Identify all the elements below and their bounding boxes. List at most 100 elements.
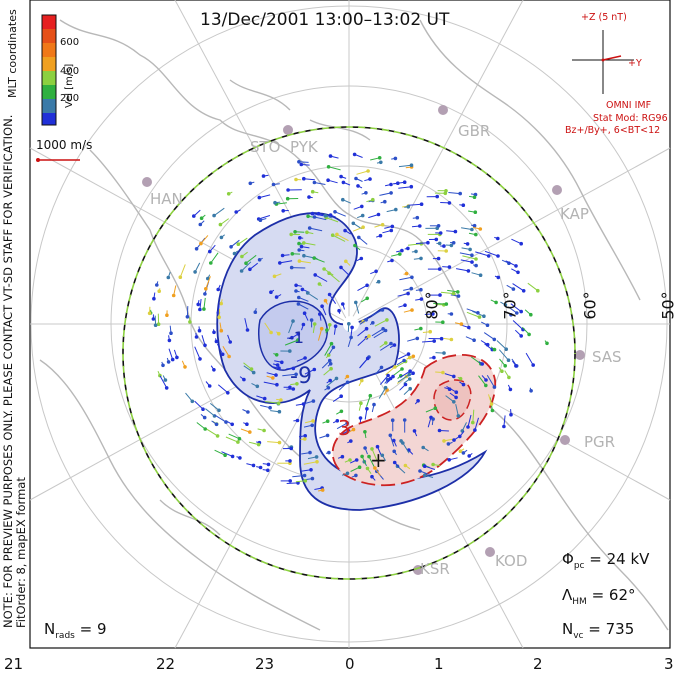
velocity-vector <box>304 400 314 404</box>
vector-origin <box>262 428 266 433</box>
velocity-vector <box>369 322 374 326</box>
vector-origin <box>170 357 175 362</box>
velocity-vector <box>181 360 186 368</box>
velocity-vector <box>330 155 339 159</box>
velocity-vector <box>273 353 277 356</box>
velocity-vector <box>318 213 325 216</box>
velocity-vector <box>161 361 164 366</box>
velocity-vector <box>444 373 454 377</box>
velocity-vector <box>484 250 499 257</box>
radar-marker-han <box>142 177 152 187</box>
contour-label-neg1: -1 <box>288 328 304 347</box>
velocity-vector <box>397 374 410 383</box>
velocity-vector <box>484 343 493 351</box>
velocity-vector <box>359 358 369 369</box>
velocity-vector <box>338 310 341 314</box>
velocity-vector <box>357 337 367 346</box>
velocity-vector <box>474 417 479 431</box>
vector-origin <box>296 338 300 342</box>
velocity-vector <box>334 211 346 217</box>
velocity-vector <box>243 365 254 374</box>
velocity-vector <box>338 381 348 391</box>
velocity-vector <box>303 461 318 465</box>
velocity-vector <box>299 249 305 252</box>
velocity-vector <box>220 299 223 304</box>
velocity-vector <box>459 381 464 386</box>
velocity-vector <box>153 292 156 299</box>
vector-origin <box>258 465 263 470</box>
velocity-vector <box>270 289 275 293</box>
velocity-vector <box>380 201 385 204</box>
velocity-vector <box>414 328 421 331</box>
velocity-vector <box>468 453 473 457</box>
velocity-vector <box>238 237 248 245</box>
velocity-vector <box>424 474 434 478</box>
velocity-vector <box>463 242 468 245</box>
vector-origin <box>288 385 292 390</box>
velocity-vector <box>483 332 495 340</box>
velocity-vector <box>267 441 280 444</box>
velocity-vector <box>375 281 379 284</box>
vector-origin <box>439 336 444 341</box>
contour-label-3: 3 <box>338 416 351 440</box>
velocity-vector <box>471 272 481 276</box>
velocity-vector <box>446 230 456 233</box>
velocity-vector <box>396 360 406 368</box>
vector-origin <box>494 300 498 305</box>
velocity-vector <box>168 335 170 341</box>
vector-origin <box>470 253 474 257</box>
velocity-vector <box>301 246 310 249</box>
velocity-vector <box>415 298 422 301</box>
colorbar-border <box>41 14 57 126</box>
velocity-vector <box>303 424 313 428</box>
velocity-vector <box>355 302 360 314</box>
colorbar-swatch <box>42 57 56 71</box>
velocity-vector <box>422 331 431 333</box>
velocity-vector <box>222 345 230 357</box>
colorbar-swatch <box>42 99 56 113</box>
velocity-vector <box>347 429 354 434</box>
velocity-vector <box>210 252 219 264</box>
stat-phi-pc: Φpc = 24 kV <box>562 550 650 571</box>
velocity-vector <box>272 363 278 366</box>
colorbar-swatch <box>42 15 56 29</box>
velocity-vector <box>385 184 392 187</box>
velocity-vector <box>393 440 397 447</box>
coastline-5 <box>479 399 669 631</box>
velocity-vector <box>173 285 177 296</box>
velocity-vector <box>435 371 443 373</box>
velocity-vector <box>200 414 206 418</box>
velocity-vector <box>374 467 381 476</box>
velocity-vector <box>494 236 498 239</box>
scale-vector-dot <box>36 158 40 162</box>
velocity-vector <box>314 274 328 282</box>
velocity-vector <box>472 264 477 267</box>
velocity-vector <box>250 181 255 184</box>
velocity-vector <box>301 452 311 455</box>
velocity-vector <box>466 308 479 314</box>
vector-origin <box>453 229 458 234</box>
velocity-vector <box>433 464 441 467</box>
velocity-vector <box>399 370 411 378</box>
vector-origin <box>325 433 330 438</box>
velocity-vector <box>405 465 411 470</box>
velocity-vector <box>407 337 418 342</box>
velocity-vector <box>381 455 387 462</box>
stat-n-rads: Nrads = 9 <box>44 620 107 641</box>
velocity-vector <box>439 430 449 432</box>
vector-origin <box>441 370 445 375</box>
velocity-vector <box>447 289 458 293</box>
vector-origin <box>419 297 424 301</box>
velocity-vector <box>370 270 377 275</box>
velocity-vector <box>461 227 472 230</box>
velocity-vector <box>215 338 217 342</box>
velocity-vector <box>490 299 497 303</box>
velocity-vector <box>203 297 206 310</box>
hm-boundary-green <box>122 126 576 580</box>
velocity-vector <box>371 328 384 337</box>
velocity-vector <box>243 362 252 370</box>
velocity-vector <box>510 303 522 312</box>
vector-origin <box>203 292 207 296</box>
velocity-vector <box>358 237 368 245</box>
vector-origin <box>295 382 299 386</box>
